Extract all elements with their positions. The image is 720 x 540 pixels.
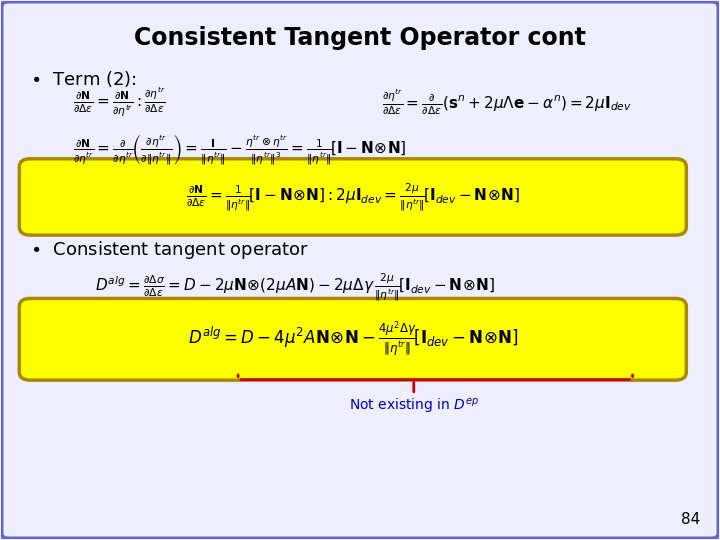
Text: 84: 84 (681, 512, 701, 527)
FancyBboxPatch shape (19, 299, 686, 380)
Text: $\frac{\partial \mathbf{N}}{\partial \Delta\varepsilon} = \frac{1}{\|\eta^{tr}\|: $\frac{\partial \mathbf{N}}{\partial \De… (186, 181, 520, 213)
Text: Not existing in $D^{ep}$: Not existing in $D^{ep}$ (348, 397, 479, 416)
Text: $\bullet$  Term (2):: $\bullet$ Term (2): (30, 69, 137, 89)
Text: $D^{alg} = D - 4\mu^2 A\mathbf{N}\!\otimes\!\mathbf{N} - \frac{4\mu^2\Delta\gamm: $D^{alg} = D - 4\mu^2 A\mathbf{N}\!\otim… (187, 320, 518, 359)
Text: $D^{alg} = \frac{\partial\Delta\sigma}{\partial\Delta\varepsilon} = D - 2\mu\mat: $D^{alg} = \frac{\partial\Delta\sigma}{\… (94, 271, 495, 303)
Text: Consistent Tangent Operator cont: Consistent Tangent Operator cont (134, 25, 586, 50)
Text: $\frac{\partial \mathbf{N}}{\partial \Delta\varepsilon} = \frac{\partial \mathbf: $\frac{\partial \mathbf{N}}{\partial \De… (73, 85, 166, 118)
Text: $\frac{\partial \mathbf{N}}{\partial \eta^{tr}} = \frac{\partial}{\partial \eta^: $\frac{\partial \mathbf{N}}{\partial \et… (73, 133, 407, 167)
Text: $\frac{\partial \eta^{tr}}{\partial \Delta\varepsilon} = \frac{\partial}{\partia: $\frac{\partial \eta^{tr}}{\partial \Del… (382, 87, 631, 117)
Text: $\bullet$  Consistent tangent operator: $\bullet$ Consistent tangent operator (30, 239, 310, 261)
FancyBboxPatch shape (19, 159, 686, 235)
